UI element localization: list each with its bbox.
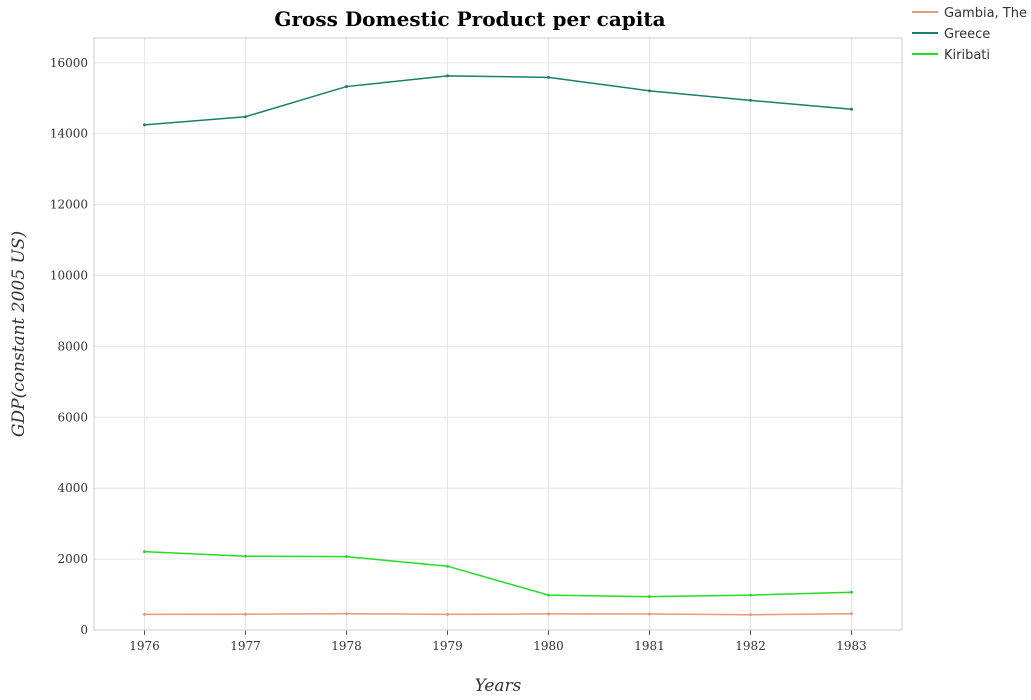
data-point — [850, 590, 853, 594]
x-tick-label: 1978 — [331, 639, 362, 653]
data-point — [850, 612, 853, 616]
data-point — [244, 554, 247, 558]
x-tick-label: 1983 — [836, 639, 867, 653]
y-axis-ticks: 0 2000 4000 6000 8000 10000 12000 14000 16000 — [50, 56, 88, 637]
y-tick-label: 8000 — [57, 339, 88, 353]
data-point — [446, 612, 449, 616]
series-greece — [143, 74, 853, 127]
y-axis-label: GDP(constant 2005 US) — [9, 231, 29, 437]
data-point — [244, 612, 247, 616]
data-point — [446, 74, 449, 78]
series-kiribati — [143, 550, 853, 599]
y-tick-label: 16000 — [50, 56, 88, 70]
y-tick-label: 12000 — [50, 198, 88, 212]
y-tick-label: 2000 — [57, 552, 88, 566]
data-point — [850, 107, 853, 111]
legend-item: Kiribati — [912, 48, 990, 63]
y-tick-label: 14000 — [50, 127, 88, 141]
series-line — [144, 612, 852, 616]
data-point — [446, 564, 449, 568]
data-point — [143, 550, 146, 554]
chart-title: Gross Domestic Product per capita — [274, 7, 665, 31]
data-point — [345, 85, 348, 89]
grid — [94, 38, 902, 631]
x-tick-label: 1979 — [432, 639, 463, 653]
data-point — [648, 89, 651, 93]
legend-label: Greece — [944, 27, 990, 42]
x-axis-label: Years — [475, 676, 522, 696]
data-point — [749, 98, 752, 102]
plot-frame — [93, 37, 903, 631]
x-tick-label: 1981 — [634, 639, 665, 653]
data-point — [345, 555, 348, 559]
data-point — [143, 612, 146, 616]
data-point — [648, 595, 651, 599]
data-point — [244, 115, 247, 119]
series-line — [144, 75, 852, 126]
data-point — [547, 612, 550, 616]
data-point — [547, 75, 550, 79]
x-tick-label: 1980 — [533, 639, 564, 653]
legend: Gambia, The Greece Kiribati — [912, 6, 1027, 63]
y-tick-label: 4000 — [57, 481, 88, 495]
series-gambia-the — [143, 612, 853, 617]
legend-item: Greece — [912, 27, 990, 42]
legend-item: Gambia, The — [912, 6, 1027, 21]
data-point — [749, 593, 752, 597]
data-point — [143, 123, 146, 127]
x-tick-label: 1977 — [230, 639, 261, 653]
data-point — [648, 612, 651, 616]
y-tick-label: 10000 — [50, 269, 88, 283]
data-point — [749, 613, 752, 617]
legend-label: Gambia, The — [944, 6, 1027, 21]
x-tick-label: 1982 — [735, 639, 766, 653]
series — [143, 74, 853, 617]
y-tick-label: 6000 — [57, 410, 88, 424]
x-axis-ticks: 1976 1977 1978 1979 1980 1981 1982 1983 — [129, 630, 867, 653]
y-tick-label: 0 — [80, 623, 88, 637]
data-point — [345, 612, 348, 616]
x-tick-label: 1976 — [129, 639, 160, 653]
legend-label: Kiribati — [944, 48, 990, 63]
series-line — [144, 550, 852, 598]
data-point — [547, 593, 550, 597]
